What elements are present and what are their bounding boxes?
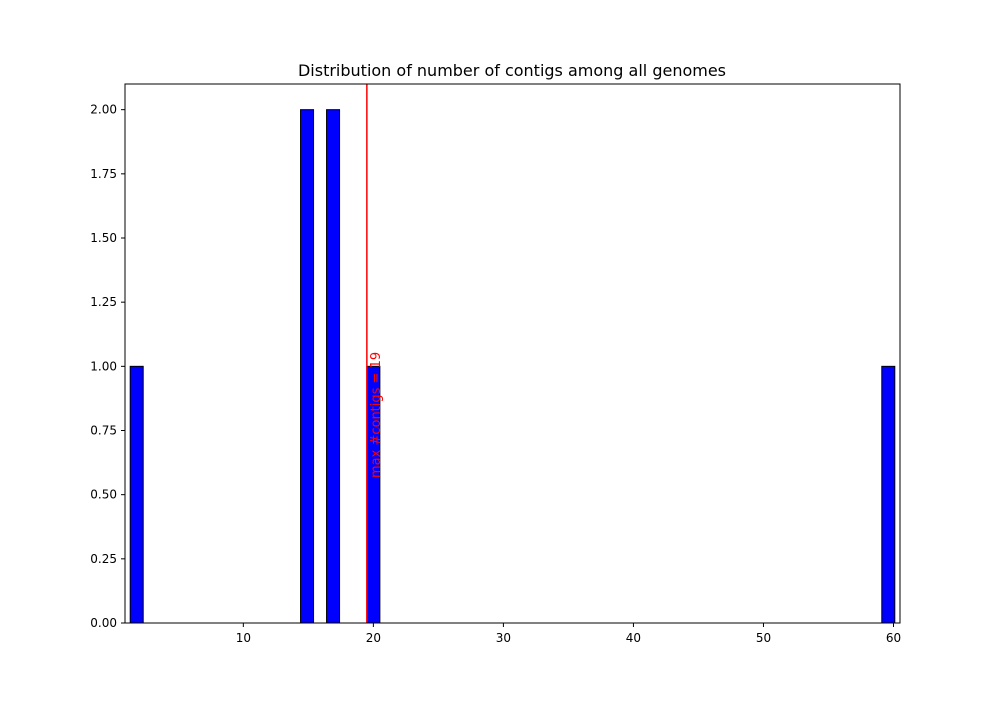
histogram-bar xyxy=(300,109,315,624)
y-tick-label: 1.75 xyxy=(90,167,117,181)
y-tick-label: 1.00 xyxy=(90,359,117,373)
x-tick-label: 50 xyxy=(756,631,771,645)
reference-line-layer: max #contigs = 19 xyxy=(366,84,384,623)
chart-title: Distribution of number of contigs among … xyxy=(298,61,726,80)
histogram-bar xyxy=(881,365,896,624)
x-tick-label: 40 xyxy=(626,631,641,645)
x-axis-ticks: 10 20 30 40 50 60 xyxy=(236,623,901,645)
x-tick-label: 30 xyxy=(496,631,511,645)
y-tick-label: 1.25 xyxy=(90,295,117,309)
x-tick-label: 10 xyxy=(236,631,251,645)
max-contigs-label: max #contigs = 19 xyxy=(369,352,384,478)
y-tick-label: 0.50 xyxy=(90,488,117,502)
y-axis-ticks: 0.00 0.25 0.50 0.75 1.00 1.25 1.50 1.75 2.00 xyxy=(90,103,125,630)
histogram-bar xyxy=(326,109,341,624)
y-tick-label: 2.00 xyxy=(90,103,117,117)
x-tick-label: 60 xyxy=(886,631,901,645)
y-tick-label: 0.75 xyxy=(90,424,117,438)
y-tick-label: 0.25 xyxy=(90,552,117,566)
bars-layer xyxy=(129,109,896,624)
y-tick-label: 1.50 xyxy=(90,231,117,245)
histogram-bar xyxy=(129,365,144,624)
x-tick-label: 20 xyxy=(366,631,381,645)
y-tick-label: 0.00 xyxy=(90,616,117,630)
axes-frame xyxy=(124,83,901,624)
